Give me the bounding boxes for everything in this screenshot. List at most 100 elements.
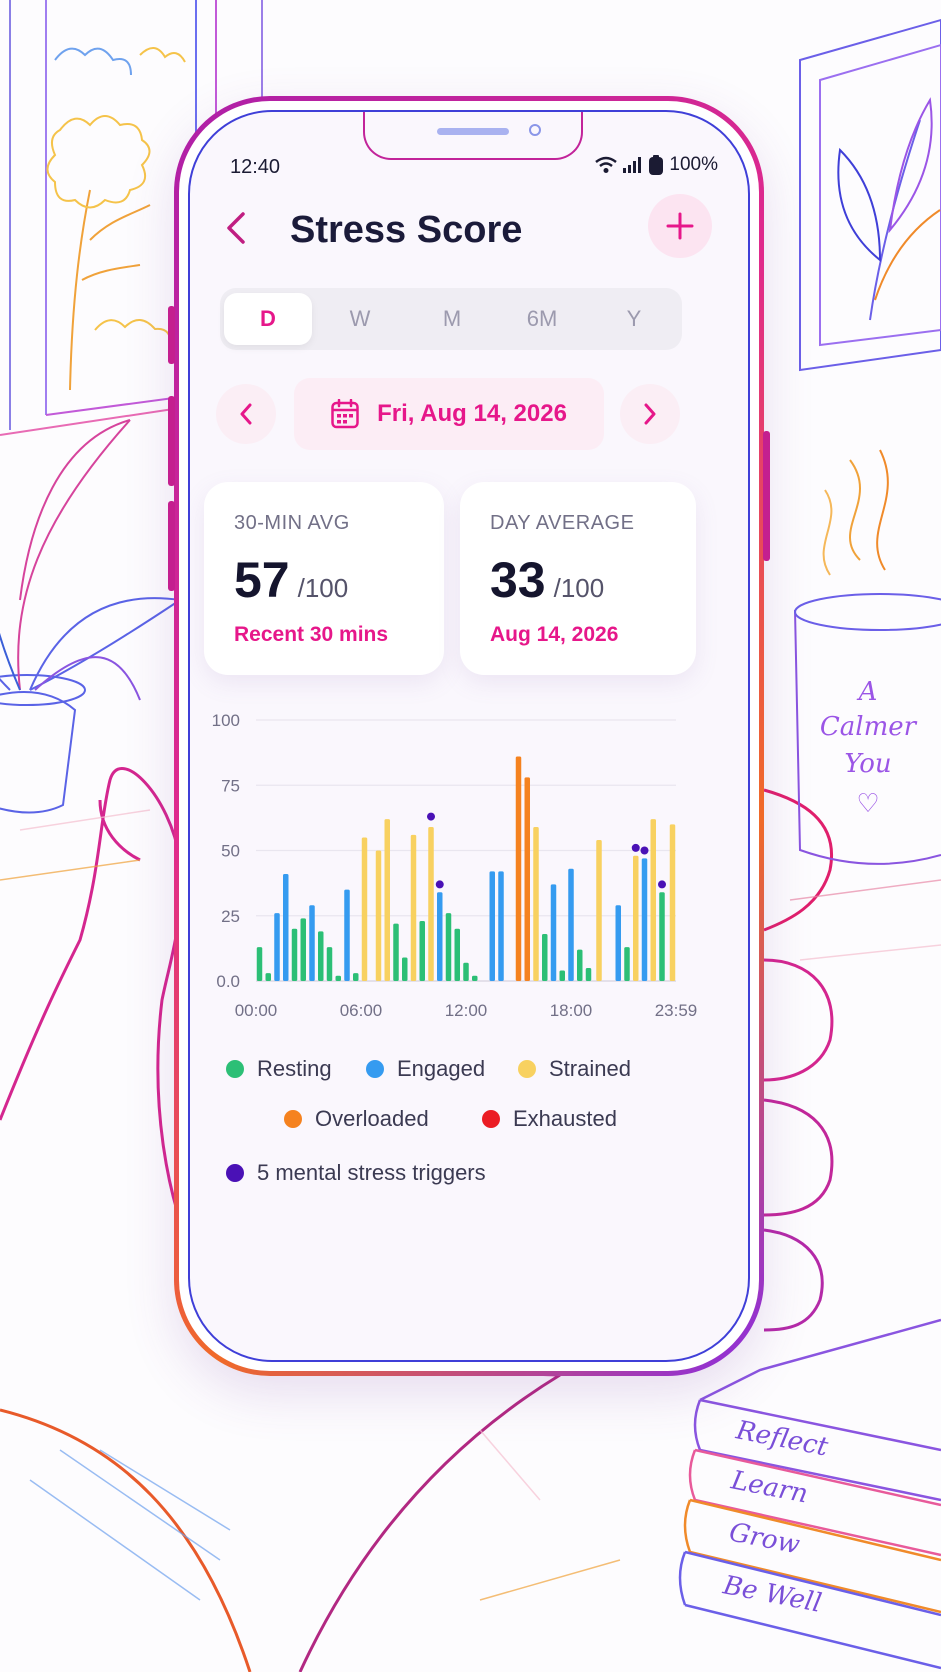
period-tab-day[interactable]: D [224, 293, 312, 345]
phone-side-button [168, 306, 175, 364]
calendar-icon [331, 399, 359, 429]
legend-label: Overloaded [315, 1106, 429, 1131]
card-max: /100 [297, 573, 349, 603]
mug-illustration [794, 449, 941, 865]
battery-percentage: 100% [669, 154, 718, 175]
book-title: Be Well [720, 1570, 824, 1619]
bar-strained [633, 855, 639, 981]
period-tab-6-months[interactable]: 6M [526, 306, 558, 331]
x-tick-label: 12:00 [445, 1001, 488, 1020]
stress-trigger-marker [427, 812, 435, 821]
bar-resting [419, 920, 425, 981]
legend-label: Exhausted [513, 1106, 617, 1131]
legend-dot [482, 1110, 500, 1128]
card-subtitle: Recent 30 mins [234, 623, 389, 646]
phone-side-button [763, 431, 770, 561]
bar-resting [624, 947, 630, 981]
picture-frame-illustration [799, 18, 941, 372]
cellular-signal-icon [623, 157, 642, 173]
speaker [437, 128, 509, 135]
bar-engaged [615, 905, 621, 981]
legend-label: Engaged [397, 1056, 486, 1081]
bar-strained [361, 837, 368, 981]
legend-label: Strained [549, 1056, 631, 1081]
table-sketch-lines [0, 809, 941, 1601]
card-label: DAY AVERAGE [490, 512, 635, 534]
mug-text: A Calmer You ♡ [820, 677, 918, 819]
bar-engaged [641, 858, 648, 981]
card-value-row: 57 /100 [234, 555, 414, 605]
bar-strained [375, 850, 382, 981]
legend-item-resting: Resting [226, 1056, 332, 1082]
thirty-min-avg-card: 30-MIN AVG 57 /100 Recent 30 mins [204, 482, 444, 675]
stress-trigger-marker [631, 843, 640, 852]
card-max: /100 [553, 573, 605, 603]
bar-resting [326, 947, 333, 981]
bar-overloaded [515, 756, 522, 981]
wifi-icon [595, 156, 618, 173]
bar-engaged [550, 884, 557, 981]
page-title: Stress Score [290, 209, 523, 251]
legend-dot [226, 1060, 244, 1078]
bar-resting [445, 913, 452, 981]
legend-row: 5 mental stress triggers [190, 1156, 748, 1206]
mug-text-line: ♡ [856, 789, 879, 819]
chart-legend: Resting Engaged Strained Overloaded [190, 1056, 748, 1206]
bar-engaged [309, 905, 315, 981]
stress-trigger-marker [435, 880, 444, 889]
add-button[interactable] [648, 194, 712, 258]
bar-resting [577, 949, 583, 981]
legend-item-strained: Strained [518, 1056, 631, 1082]
bar-overloaded [524, 777, 530, 981]
bar-resting [353, 973, 359, 981]
phone-side-button [168, 501, 175, 591]
period-tab-year[interactable]: Y [626, 306, 642, 331]
bar-engaged [274, 913, 280, 981]
bar-engaged [489, 871, 495, 981]
period-tab-week[interactable]: W [349, 306, 371, 331]
legend-dot [284, 1110, 302, 1128]
x-tick-label: 06:00 [340, 1001, 383, 1020]
chevron-left-icon [227, 212, 245, 244]
date-picker-button[interactable]: Fri, Aug 14, 2026 [294, 378, 604, 450]
legend-dot [366, 1060, 384, 1078]
day-average-card: DAY AVERAGE 33 /100 Aug 14, 2026 [460, 482, 696, 675]
y-tick-label: 0.0 [216, 972, 240, 991]
bar-strained [384, 819, 390, 981]
previous-day-button[interactable] [216, 384, 276, 444]
phone-bezel: 12:40 100% [179, 101, 759, 1371]
chevron-right-icon [644, 403, 656, 425]
bar-resting [454, 928, 460, 981]
bar-resting [559, 970, 565, 981]
y-tick-label: 100 [212, 711, 240, 730]
bar-resting [472, 975, 478, 981]
back-button[interactable] [216, 204, 256, 252]
legend-label: 5 mental stress triggers [257, 1160, 486, 1185]
bar-resting [463, 962, 469, 981]
phone-side-button [168, 396, 175, 486]
bar-resting [335, 975, 341, 981]
card-value: 33 [490, 552, 546, 608]
notch [363, 112, 583, 160]
bar-strained [650, 819, 656, 981]
legend-item-stress-triggers: 5 mental stress triggers [226, 1160, 486, 1186]
status-icons: 100% [595, 154, 718, 176]
y-tick-label: 25 [221, 907, 240, 926]
period-tab-month[interactable]: M [442, 306, 462, 331]
next-day-button[interactable] [620, 384, 680, 444]
phone-frame: 12:40 100% [168, 96, 770, 1376]
mug-text-line: A [857, 677, 878, 707]
bar-resting [659, 892, 665, 981]
y-tick-label: 75 [221, 776, 240, 795]
legend-label: Resting [257, 1056, 332, 1081]
bar-resting [402, 957, 408, 981]
legend-item-exhausted: Exhausted [482, 1106, 617, 1132]
card-label: 30-MIN AVG [234, 512, 350, 534]
legend-row: Overloaded Exhausted [190, 1106, 748, 1156]
bar-strained [596, 840, 602, 981]
battery-icon [649, 155, 664, 175]
books-illustration [678, 1318, 941, 1670]
camera [529, 124, 541, 136]
card-value-row: 33 /100 [490, 555, 666, 605]
card-value: 57 [234, 552, 290, 608]
